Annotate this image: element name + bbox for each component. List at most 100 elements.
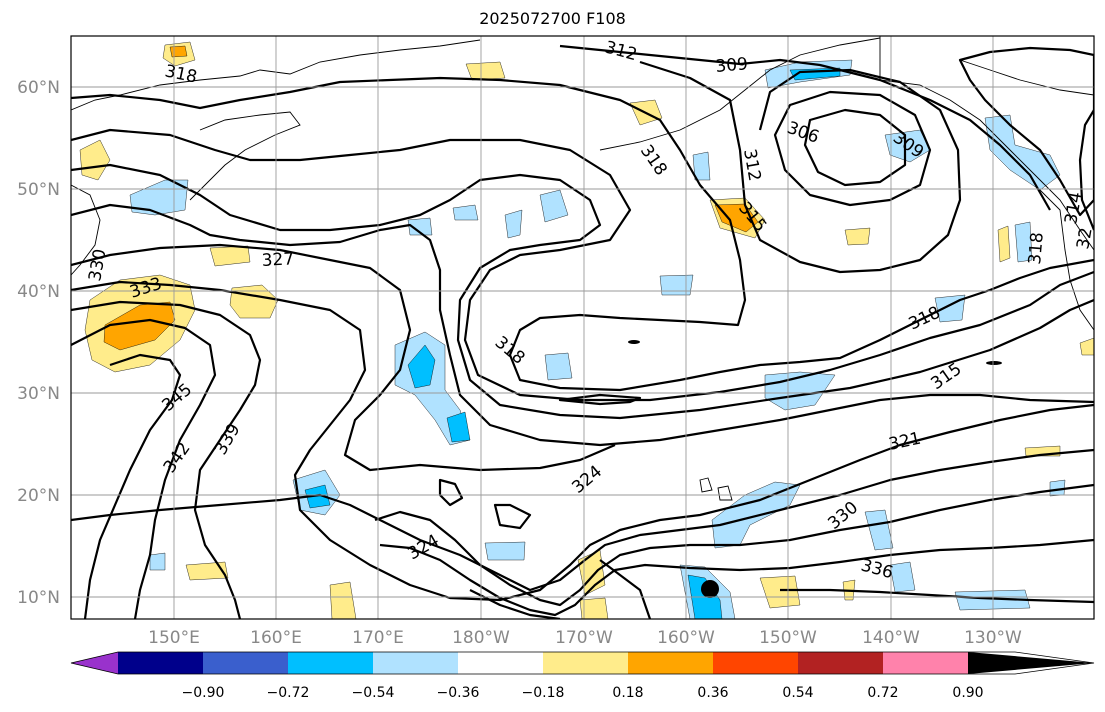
lon-label: 170°E [352, 628, 404, 648]
storm-center-marker [701, 580, 719, 598]
contour-label: 309 [715, 54, 749, 77]
map-panel [71, 36, 1094, 619]
colorbar-segment [798, 652, 883, 674]
colorbar-segment [883, 652, 968, 674]
map-frame [70, 35, 1095, 620]
colorbar-tick-label: 0.36 [697, 685, 728, 701]
negative-anomaly-core [304, 484, 331, 509]
colorbar-tick-label: −0.36 [437, 685, 480, 701]
positive-anomaly-patch [185, 561, 229, 581]
contour-line [558, 393, 642, 406]
map-title: 2025072700 F108 [479, 9, 626, 28]
colorbar-segment [288, 652, 373, 674]
colorbar-segment [118, 652, 203, 674]
lat-label: 40°N [17, 282, 60, 302]
contour-lines [71, 44, 1094, 619]
positive-anomaly-core [169, 45, 188, 58]
negative-anomaly-patch [504, 209, 523, 239]
negative-anomaly-patch [889, 561, 916, 593]
colorbar [70, 651, 1095, 675]
contour-line [773, 90, 932, 207]
contour-line [71, 128, 1094, 402]
contour-line [469, 589, 561, 619]
kamchatka-coastline [189, 111, 301, 201]
lon-label: 150°E [148, 628, 200, 648]
aleutian-alaska-coastline [599, 37, 881, 151]
negative-anomaly-patch [692, 151, 711, 181]
colorbar-tick-label: −0.90 [182, 685, 225, 701]
contour-line [493, 503, 532, 530]
colorbar-segment [203, 652, 288, 674]
contour-line [374, 483, 1094, 607]
colorbar-extend-high [968, 652, 1094, 674]
positive-anomaly-patch [465, 61, 506, 81]
negative-anomaly-core [407, 344, 436, 389]
colorbar-segment [628, 652, 713, 674]
lon-label: 130°W [964, 628, 1022, 648]
colorbar-tick-label: 0.18 [612, 685, 643, 701]
negative-anomaly-patch [1014, 221, 1033, 263]
contour-line [639, 60, 962, 274]
contour-label: 318 [1025, 231, 1048, 265]
contour-line [599, 559, 652, 619]
negative-anomaly-patch [659, 274, 694, 296]
latitude-labels: 60°N 50°N 40°N 30°N 20°N 10°N [17, 78, 60, 608]
graticule [71, 36, 1094, 619]
contour-dot [628, 340, 640, 344]
lon-label: 140°W [862, 628, 920, 648]
contour-dot [986, 361, 1002, 365]
lon-label: 170°W [555, 628, 613, 648]
lat-label: 10°N [17, 588, 60, 608]
hawaii-island [699, 477, 713, 493]
contour-line [71, 243, 616, 472]
positive-anomaly-patch [79, 139, 111, 181]
contour-line [803, 108, 907, 187]
colorbar-tick-label: −0.54 [352, 685, 395, 701]
lat-label: 20°N [17, 486, 60, 506]
contour-line [379, 538, 1094, 617]
colorbar-outline [70, 651, 1095, 675]
contour-line [958, 46, 1094, 217]
contour-line [71, 76, 1094, 392]
negative-anomaly-patch [884, 129, 931, 163]
contour-line [71, 318, 217, 619]
negative-anomaly-patch [539, 189, 569, 223]
colorbar-segment [543, 652, 628, 674]
colorbar-tick-label: −0.72 [267, 685, 310, 701]
contour-line [71, 163, 1094, 420]
colorbar-segment [713, 652, 798, 674]
positive-anomaly-patch [579, 597, 609, 619]
negative-anomaly-patch [149, 552, 166, 571]
contour-label: 327 [261, 249, 294, 271]
negative-anomaly-core [446, 411, 471, 443]
negative-anomaly-patch [407, 217, 433, 236]
contour-label: 32 [1073, 226, 1096, 251]
negative-anomaly-patch [954, 589, 1031, 611]
colorbar-tick-label: 0.54 [782, 685, 813, 701]
lon-label: 180°W [452, 628, 510, 648]
lat-label: 50°N [17, 180, 60, 200]
contour-line [71, 300, 262, 619]
positive-anomaly-patch [844, 227, 871, 246]
contour-line [71, 280, 1094, 602]
negative-anomaly-patch [452, 204, 479, 221]
colorbar-tick-label: 0.72 [867, 685, 898, 701]
contour-line [71, 448, 1094, 592]
positive-anomaly-patch [997, 225, 1011, 263]
negative-anomaly-patch [484, 541, 526, 561]
contour-line [780, 588, 1094, 604]
lon-label: 150°W [759, 628, 817, 648]
colorbar-segment [458, 652, 543, 674]
positive-anomaly-patch [759, 575, 801, 609]
contour-line [559, 44, 1051, 211]
hawaii-island [717, 485, 733, 501]
colorbar-ticks: −0.90 −0.72 −0.54 −0.36 −0.18 0.18 0.36 … [182, 685, 984, 701]
kuril-japan-coastline [71, 184, 101, 276]
positive-anomaly-core [103, 301, 176, 351]
contour-line [83, 353, 182, 619]
colorbar-segment [373, 652, 458, 674]
contour-line [438, 478, 464, 507]
colorbar-tick-label: −0.18 [522, 685, 565, 701]
lon-label: 160°E [250, 628, 302, 648]
